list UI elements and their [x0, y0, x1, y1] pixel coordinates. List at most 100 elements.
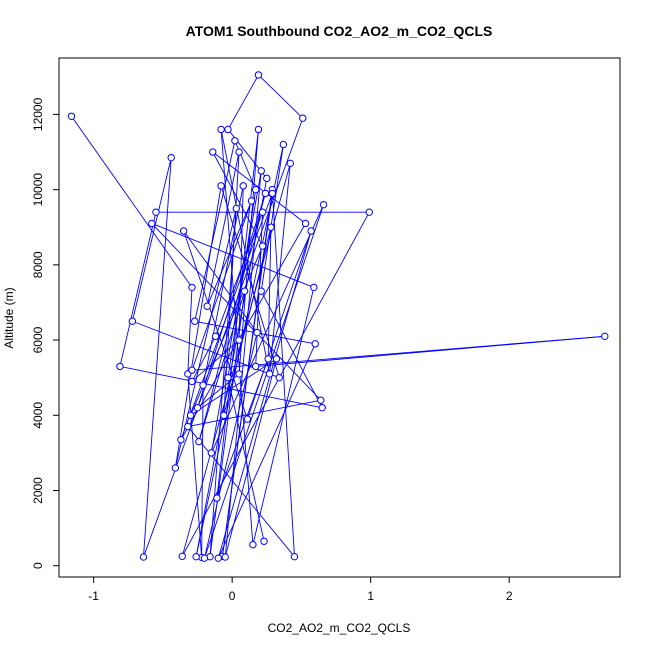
series-segment — [258, 74, 304, 119]
series-segment — [191, 200, 252, 371]
data-point — [139, 553, 148, 561]
series-segment — [187, 287, 193, 374]
series-segment — [151, 223, 315, 288]
series-segment — [131, 157, 172, 322]
data-point — [263, 174, 271, 183]
y-tick-label: 0 — [31, 562, 45, 569]
y-tick-label: 2000 — [31, 477, 45, 504]
data-point — [167, 153, 175, 162]
series-segment — [143, 157, 172, 558]
data-point — [224, 125, 232, 134]
data-point — [188, 283, 196, 292]
series-segment — [204, 204, 324, 559]
y-tick-label: 6000 — [31, 326, 45, 353]
x-tick-label: -1 — [88, 589, 99, 603]
data-point — [211, 332, 220, 341]
data-point — [203, 302, 211, 310]
series-segment — [224, 358, 277, 558]
data-point — [264, 355, 272, 363]
series-segment — [71, 116, 193, 288]
data-point — [214, 554, 222, 562]
series-segment — [220, 185, 280, 378]
data-point — [188, 377, 196, 386]
y-tick-label: 12000 — [31, 97, 45, 131]
data-point — [128, 317, 137, 325]
series-segment — [210, 170, 262, 453]
data-point — [251, 185, 260, 194]
y-tick-label: 8000 — [31, 251, 45, 278]
x-axis-label: CO2_AO2_m_CO2_QCLS — [268, 621, 411, 635]
data-point — [240, 287, 249, 295]
data-point — [268, 189, 277, 198]
data-point — [254, 125, 263, 134]
x-tick-label: 1 — [367, 589, 374, 603]
series-segment — [191, 336, 216, 382]
series-segment — [119, 365, 323, 409]
series-segment — [227, 377, 265, 542]
data-point — [261, 189, 270, 198]
data-point — [290, 552, 299, 561]
series-segment — [224, 170, 262, 558]
series-segment — [252, 287, 315, 545]
series-points — [67, 71, 609, 562]
data-point — [257, 287, 265, 295]
data-point — [179, 227, 188, 235]
x-tick-label: 2 — [506, 589, 513, 603]
data-point — [221, 553, 229, 561]
data-point — [249, 540, 257, 549]
data-point — [258, 242, 267, 250]
series-segment — [191, 335, 605, 371]
data-point — [279, 140, 288, 149]
data-point — [235, 336, 243, 344]
data-point — [257, 167, 265, 175]
series-segment — [238, 185, 244, 341]
series-segment — [204, 332, 258, 559]
series-segment — [212, 151, 306, 224]
series-segment — [260, 290, 323, 408]
data-point — [286, 159, 295, 168]
data-point — [217, 125, 225, 134]
series-segment — [260, 144, 284, 292]
data-point — [191, 317, 199, 325]
plot-frame — [58, 57, 621, 578]
data-point — [171, 464, 180, 472]
series-segment — [187, 399, 321, 428]
data-point — [193, 404, 202, 412]
data-point — [243, 415, 252, 423]
data-point — [231, 137, 239, 145]
data-point — [148, 219, 156, 228]
data-point — [267, 223, 275, 231]
data-point — [186, 411, 195, 419]
series-segment — [197, 373, 240, 409]
series-segment — [217, 343, 316, 559]
x-tick-label: 0 — [229, 589, 236, 603]
y-axis: 0 2000 4000 6000 8000 10000 12000 — [31, 97, 60, 569]
data-point — [235, 370, 243, 378]
data-point — [213, 494, 221, 502]
data-point — [209, 148, 217, 156]
data-point — [307, 227, 315, 235]
data-point — [272, 355, 281, 363]
series-segment — [246, 230, 312, 420]
data-point — [254, 71, 263, 79]
data-point — [184, 422, 192, 431]
data-point — [239, 182, 247, 190]
y-axis-label: Altitude (m) — [2, 287, 16, 348]
series-segment — [181, 211, 370, 557]
data-point — [318, 404, 326, 412]
series-segment — [187, 426, 295, 557]
data-point — [258, 208, 267, 216]
data-point — [195, 437, 203, 446]
series-segment — [220, 129, 270, 375]
data-point — [116, 362, 124, 371]
data-point — [200, 554, 209, 562]
series-segment — [190, 358, 277, 416]
data-point — [265, 370, 274, 378]
y-tick-label: 4000 — [31, 402, 45, 429]
series-segment — [183, 230, 258, 333]
x-axis: -1 0 1 2 — [88, 576, 513, 603]
data-point — [178, 552, 186, 561]
data-point — [260, 537, 268, 545]
y-tick-label: 10000 — [31, 173, 45, 207]
data-point — [317, 396, 325, 404]
